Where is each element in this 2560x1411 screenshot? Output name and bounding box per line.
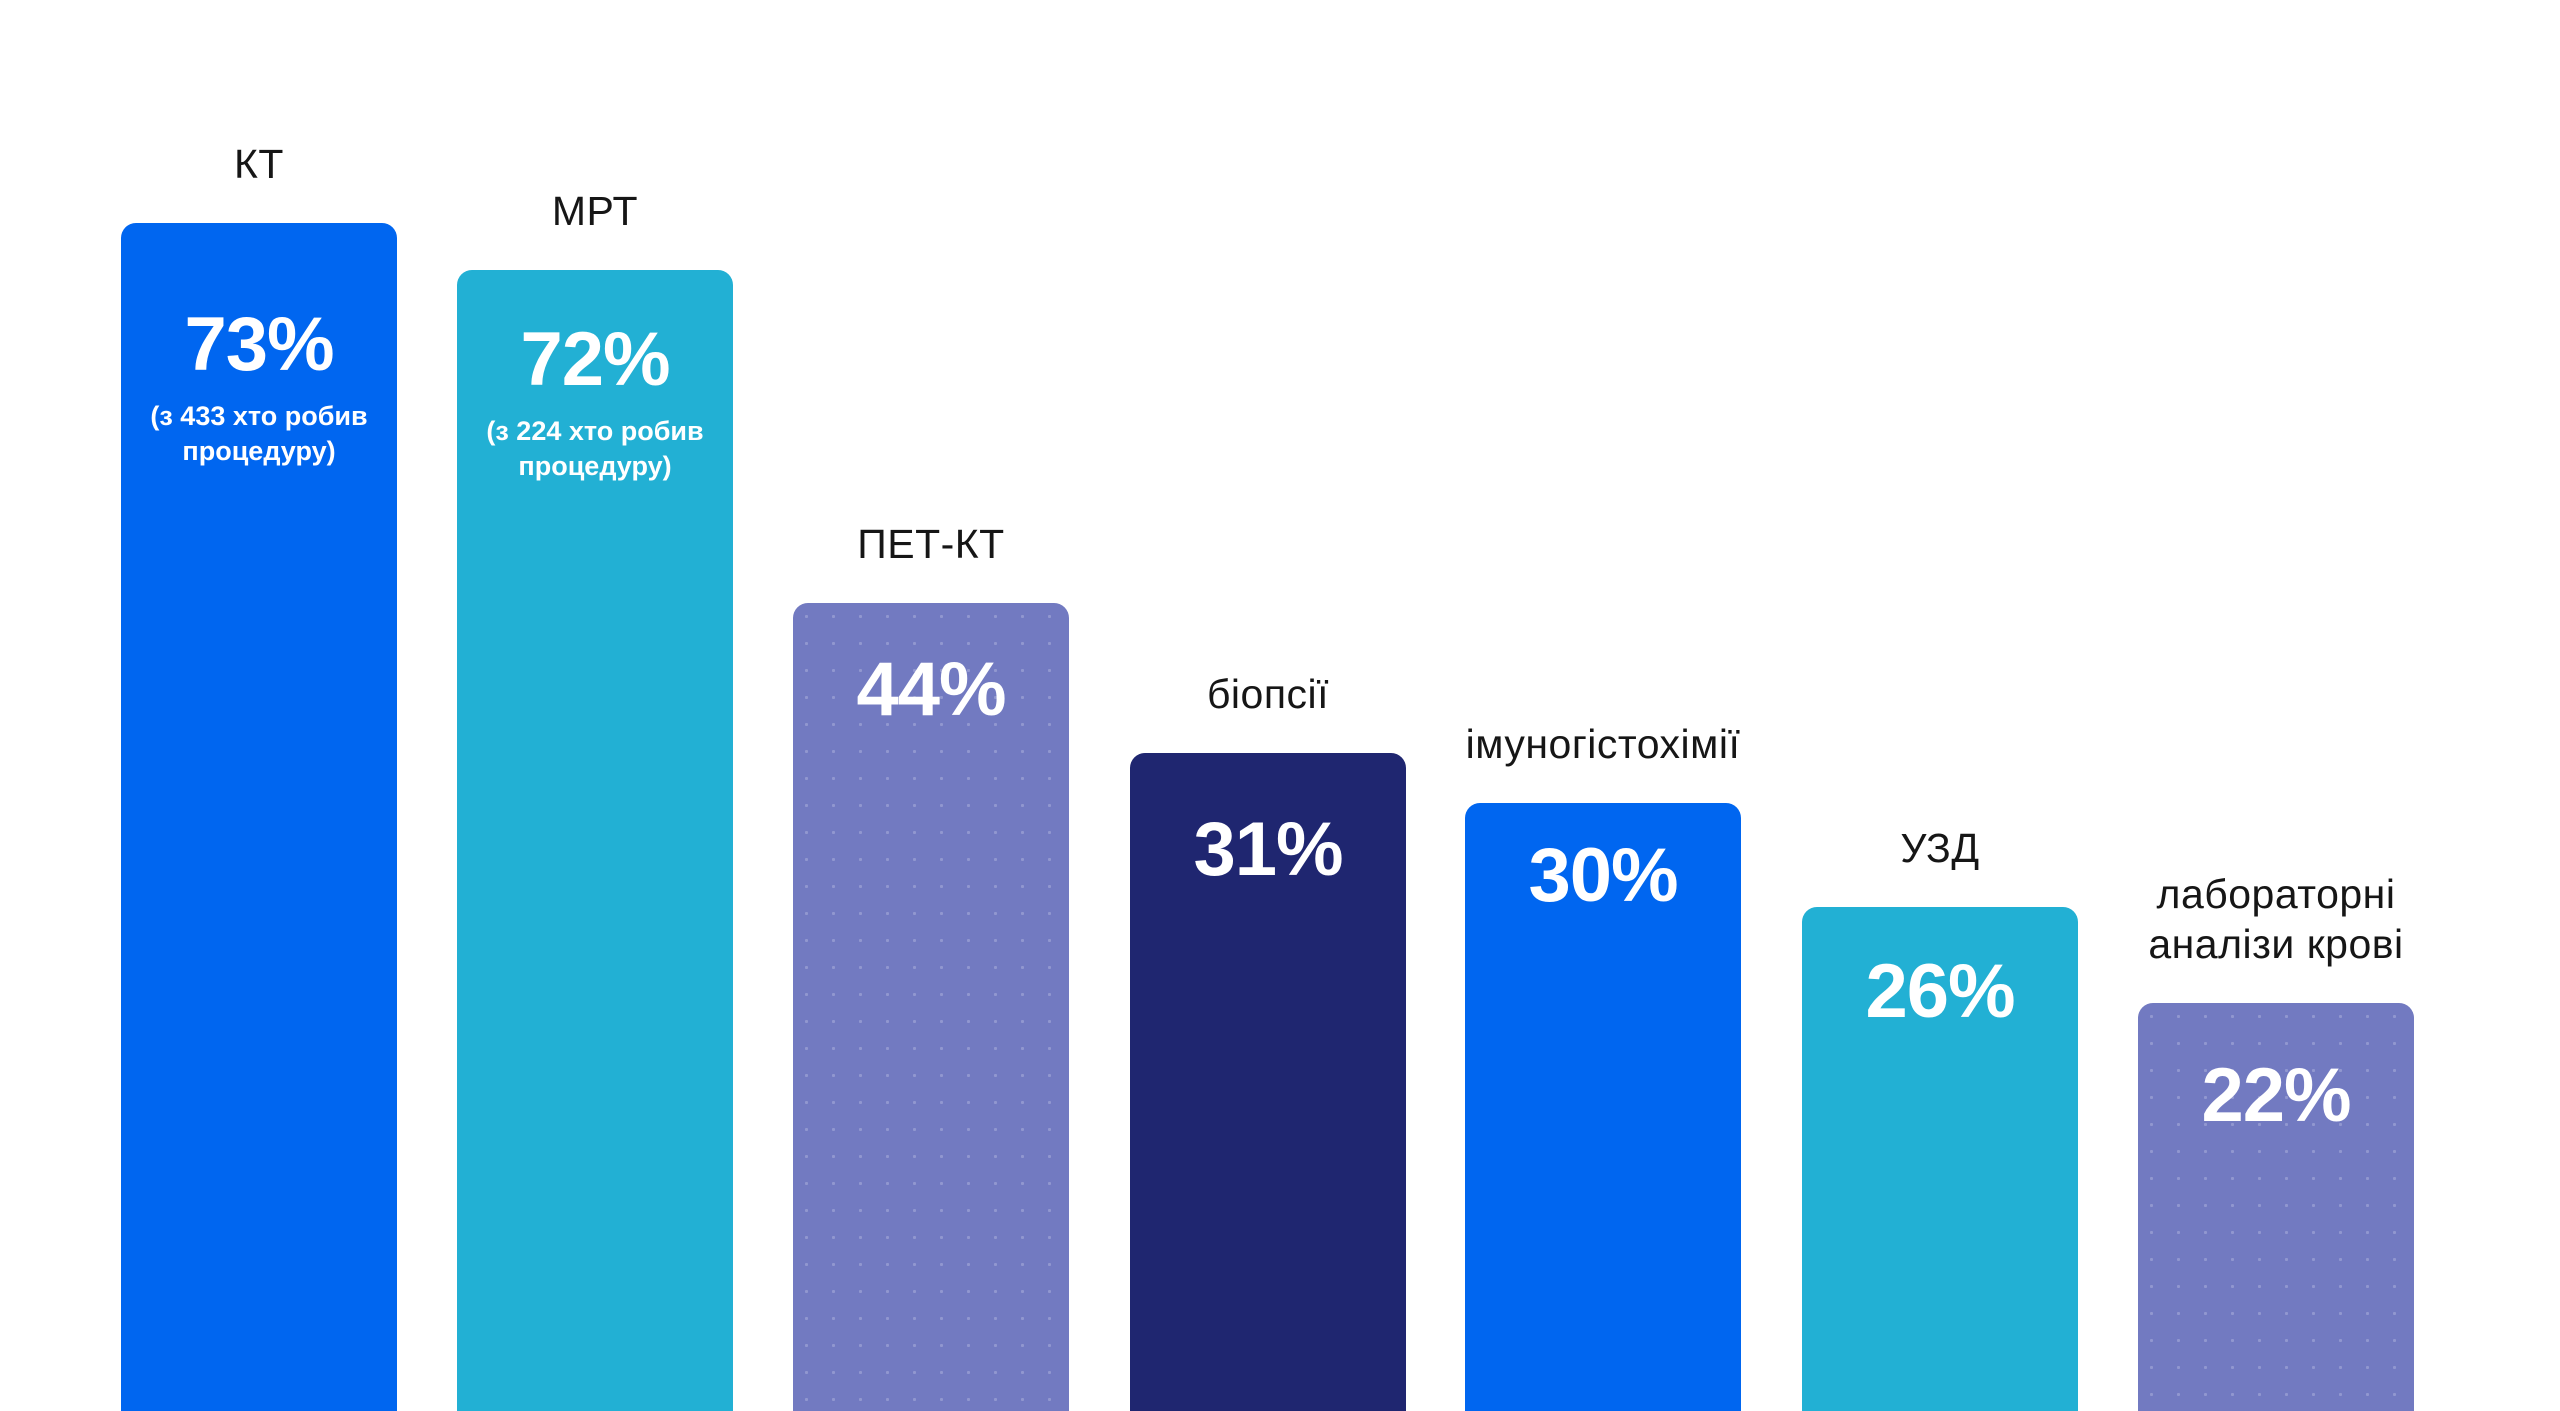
bar: 44% [793,603,1069,1411]
bar-value-label: 72% [520,317,670,402]
bar: 31% [1130,753,1406,1411]
bar-value-label: 73% [184,302,334,387]
bar-group-uzd: УЗД 26% [1802,0,2078,1411]
bar-group-lab-analizy: лабораторні аналізи крові 22% [2138,0,2414,1411]
bar: 22% [2138,1003,2414,1411]
bar-value-label: 31% [1193,807,1343,892]
bar-note: (з 433 хто робив процедуру) [150,401,368,467]
bar-group-imunohistokhimii: імуногістохімії 30% [1465,0,1741,1411]
bar-category-label: ПЕТ-КТ [857,520,1005,567]
bar-category-label: МРТ [551,187,639,234]
bar-group-mrt: МРТ 72% (з 224 хто робив процедуру) [457,0,733,1411]
bar-category-label: біопсії [1206,670,1330,717]
bar: 72% (з 224 хто робив процедуру) [457,270,733,1411]
bar-value-label: 44% [856,647,1006,732]
bar-value-label: 26% [1865,949,2015,1034]
bar-group-kt: КТ 73% (з 433 хто робив процедуру) [121,0,397,1411]
bar-group-biopsii: біопсії 31% [1130,0,1406,1411]
bar-value-label: 22% [2201,1053,2351,1138]
bar: 30% [1465,803,1741,1411]
bar-category-label: імуногістохімії [1465,720,1741,767]
bar-category-label: лабораторні аналізи крові [2148,870,2404,967]
bar-category-label: УЗД [1900,824,1980,871]
bar-group-pet-kt: ПЕТ-КТ 44% [793,0,1069,1411]
bar-category-label: КТ [234,140,284,187]
bar-note: (з 224 хто робив процедуру) [486,416,704,482]
bar-value-label: 30% [1528,833,1678,918]
bar: 26% [1802,907,2078,1411]
bar: 73% (з 433 хто робив процедуру) [121,223,397,1411]
